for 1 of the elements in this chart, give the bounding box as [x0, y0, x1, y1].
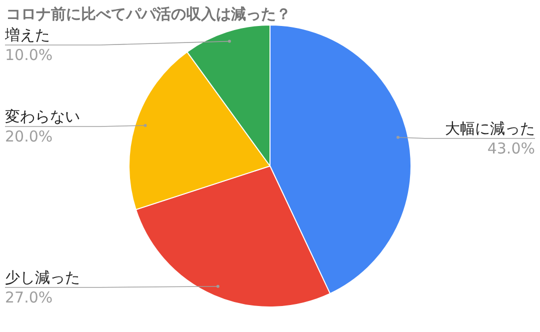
- title: コロナ前に比べてパパ活の収入は減った？: [6, 5, 291, 23]
